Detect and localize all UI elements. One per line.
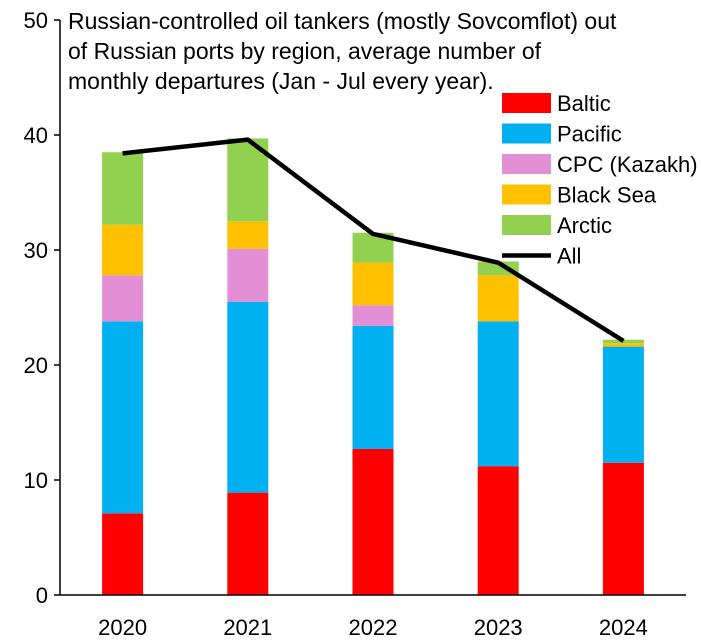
x-tick-label-2022: 2022 <box>349 615 398 640</box>
bar-pacific-2024 <box>602 346 644 463</box>
chart-title-line-3: monthly departures (Jan - Jul every year… <box>68 68 494 94</box>
bar-cpc-kazakh-2022 <box>352 305 394 326</box>
bar-baltic-2020 <box>102 513 144 595</box>
legend-label-all: All <box>557 244 581 269</box>
y-tick-label-50: 50 <box>24 8 48 33</box>
axes-layer: 0 10 20 30 40 50 2020 2021 2022 2023 2024 <box>24 8 686 640</box>
bar-cpc-kazakh-2021 <box>227 248 269 302</box>
bar-arctic-2024 <box>602 339 644 344</box>
bar-baltic-2021 <box>227 492 269 595</box>
legend-swatch-cpc-kazakh <box>502 154 551 174</box>
chart-title: Russian-controlled oil tankers (mostly S… <box>68 6 698 96</box>
chart-title-line-1: Russian-controlled oil tankers (mostly S… <box>68 8 617 34</box>
bar-pacific-2021 <box>227 301 269 493</box>
x-tick-label-2020: 2020 <box>98 615 147 640</box>
bar-pacific-2020 <box>102 321 144 514</box>
x-tick-label-2023: 2023 <box>474 615 523 640</box>
bar-black-sea-2022 <box>352 262 394 306</box>
legend-label-baltic: Baltic <box>557 91 611 116</box>
legend-swatch-arctic <box>502 215 551 235</box>
x-tick-label-2021: 2021 <box>223 615 272 640</box>
bar-baltic-2023 <box>477 466 519 595</box>
bar-arctic-2020 <box>102 152 144 225</box>
y-tick-label-0: 0 <box>36 583 48 608</box>
legend-swatch-baltic <box>502 93 551 113</box>
bar-black-sea-2023 <box>477 275 519 322</box>
y-tick-label-30: 30 <box>24 238 48 263</box>
bar-baltic-2022 <box>352 448 394 595</box>
y-tick-label-10: 10 <box>24 468 48 493</box>
legend-label-black-sea: Black Sea <box>557 183 657 208</box>
bar-pacific-2022 <box>352 325 394 449</box>
legend-label-arctic: Arctic <box>557 213 612 238</box>
y-tick-label-40: 40 <box>24 123 48 148</box>
bar-cpc-kazakh-2020 <box>102 275 144 322</box>
bar-pacific-2023 <box>477 321 519 467</box>
legend-swatch-pacific <box>502 123 551 144</box>
chart-title-line-2: of Russian ports by region, average numb… <box>68 38 542 64</box>
x-tick-label-2024: 2024 <box>599 615 648 640</box>
legend-label-cpc-kazakh: CPC (Kazakh) <box>557 152 698 177</box>
bar-black-sea-2020 <box>102 224 144 276</box>
bar-black-sea-2021 <box>227 221 269 249</box>
bar-black-sea-2024 <box>602 343 644 347</box>
total-line-layer <box>122 137 625 343</box>
legend: Baltic Pacific CPC (Kazakh) Black Sea Arctic… <box>502 91 698 269</box>
y-tick-label-20: 20 <box>24 353 48 378</box>
bars-layer <box>102 138 644 595</box>
bar-arctic-2023 <box>477 261 519 276</box>
legend-label-pacific: Pacific <box>557 122 622 147</box>
legend-swatch-black-sea <box>502 184 551 205</box>
bar-baltic-2024 <box>602 462 644 595</box>
